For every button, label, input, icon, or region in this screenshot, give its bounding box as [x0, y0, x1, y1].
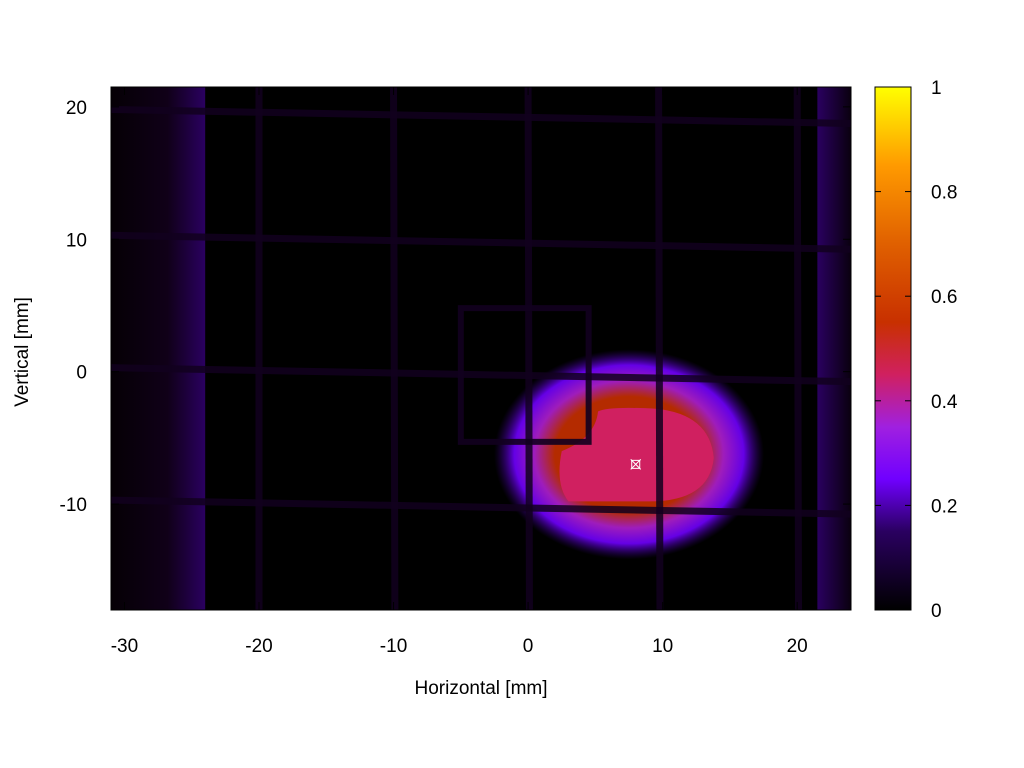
- heatmap-dark-left-edge: [111, 87, 206, 610]
- colorbar-gradient: [874, 86, 912, 611]
- colorbar-tick-label: 0.8: [931, 183, 957, 204]
- grid-wire-vertical: [390, 87, 399, 610]
- square-target-outline: [457, 305, 592, 445]
- colorbar-tick-label: 0.6: [931, 287, 957, 308]
- y-axis-label: Vertical [mm]: [12, 297, 33, 407]
- heatmap-dark-right-edge: [817, 87, 851, 610]
- x-tick-label: -30: [111, 636, 138, 657]
- grid-wire-vertical: [524, 87, 533, 610]
- y-tick-label: 10: [66, 230, 87, 251]
- x-tick-label: 10: [652, 636, 673, 657]
- colorbar-tick-label: 0.4: [931, 392, 958, 413]
- x-axis: -30 -20 -10 0 10 20: [111, 87, 808, 657]
- colorbar-tick-label: 0.2: [931, 496, 957, 517]
- y-axis: 20 10 0 -10: [60, 98, 851, 516]
- colorbar-tick-label: 0: [931, 601, 942, 622]
- grid-wire-horizontal: [111, 364, 851, 386]
- x-tick-label: 0: [523, 636, 534, 657]
- plot-frame: [110, 86, 852, 611]
- grid-wire-horizontal: [111, 496, 851, 518]
- heatmap-plot-area: [111, 87, 851, 610]
- grid-wire-vertical: [655, 87, 664, 610]
- x-tick-label: 20: [787, 636, 808, 657]
- colorbar: 0 0.2 0.4 0.6 0.8 1: [874, 78, 958, 622]
- heatmap-background: [111, 87, 851, 610]
- beam-center-cross: [630, 459, 642, 470]
- x-axis-label: Horizontal [mm]: [414, 678, 547, 699]
- beam-center-marker: [631, 459, 641, 469]
- y-tick-label: 0: [76, 363, 87, 384]
- x-tick-label: -10: [380, 636, 407, 657]
- y-tick-label: -10: [60, 495, 87, 516]
- y-tick-label: 20: [66, 98, 87, 119]
- x-tick-label: -20: [245, 636, 272, 657]
- grid-wire-horizontal: [111, 105, 851, 127]
- grid-wire-vertical: [793, 87, 803, 610]
- colorbar-tick-label: 1: [931, 78, 942, 99]
- grid-wire-horizontal: [111, 231, 851, 253]
- beam-core: [559, 407, 714, 502]
